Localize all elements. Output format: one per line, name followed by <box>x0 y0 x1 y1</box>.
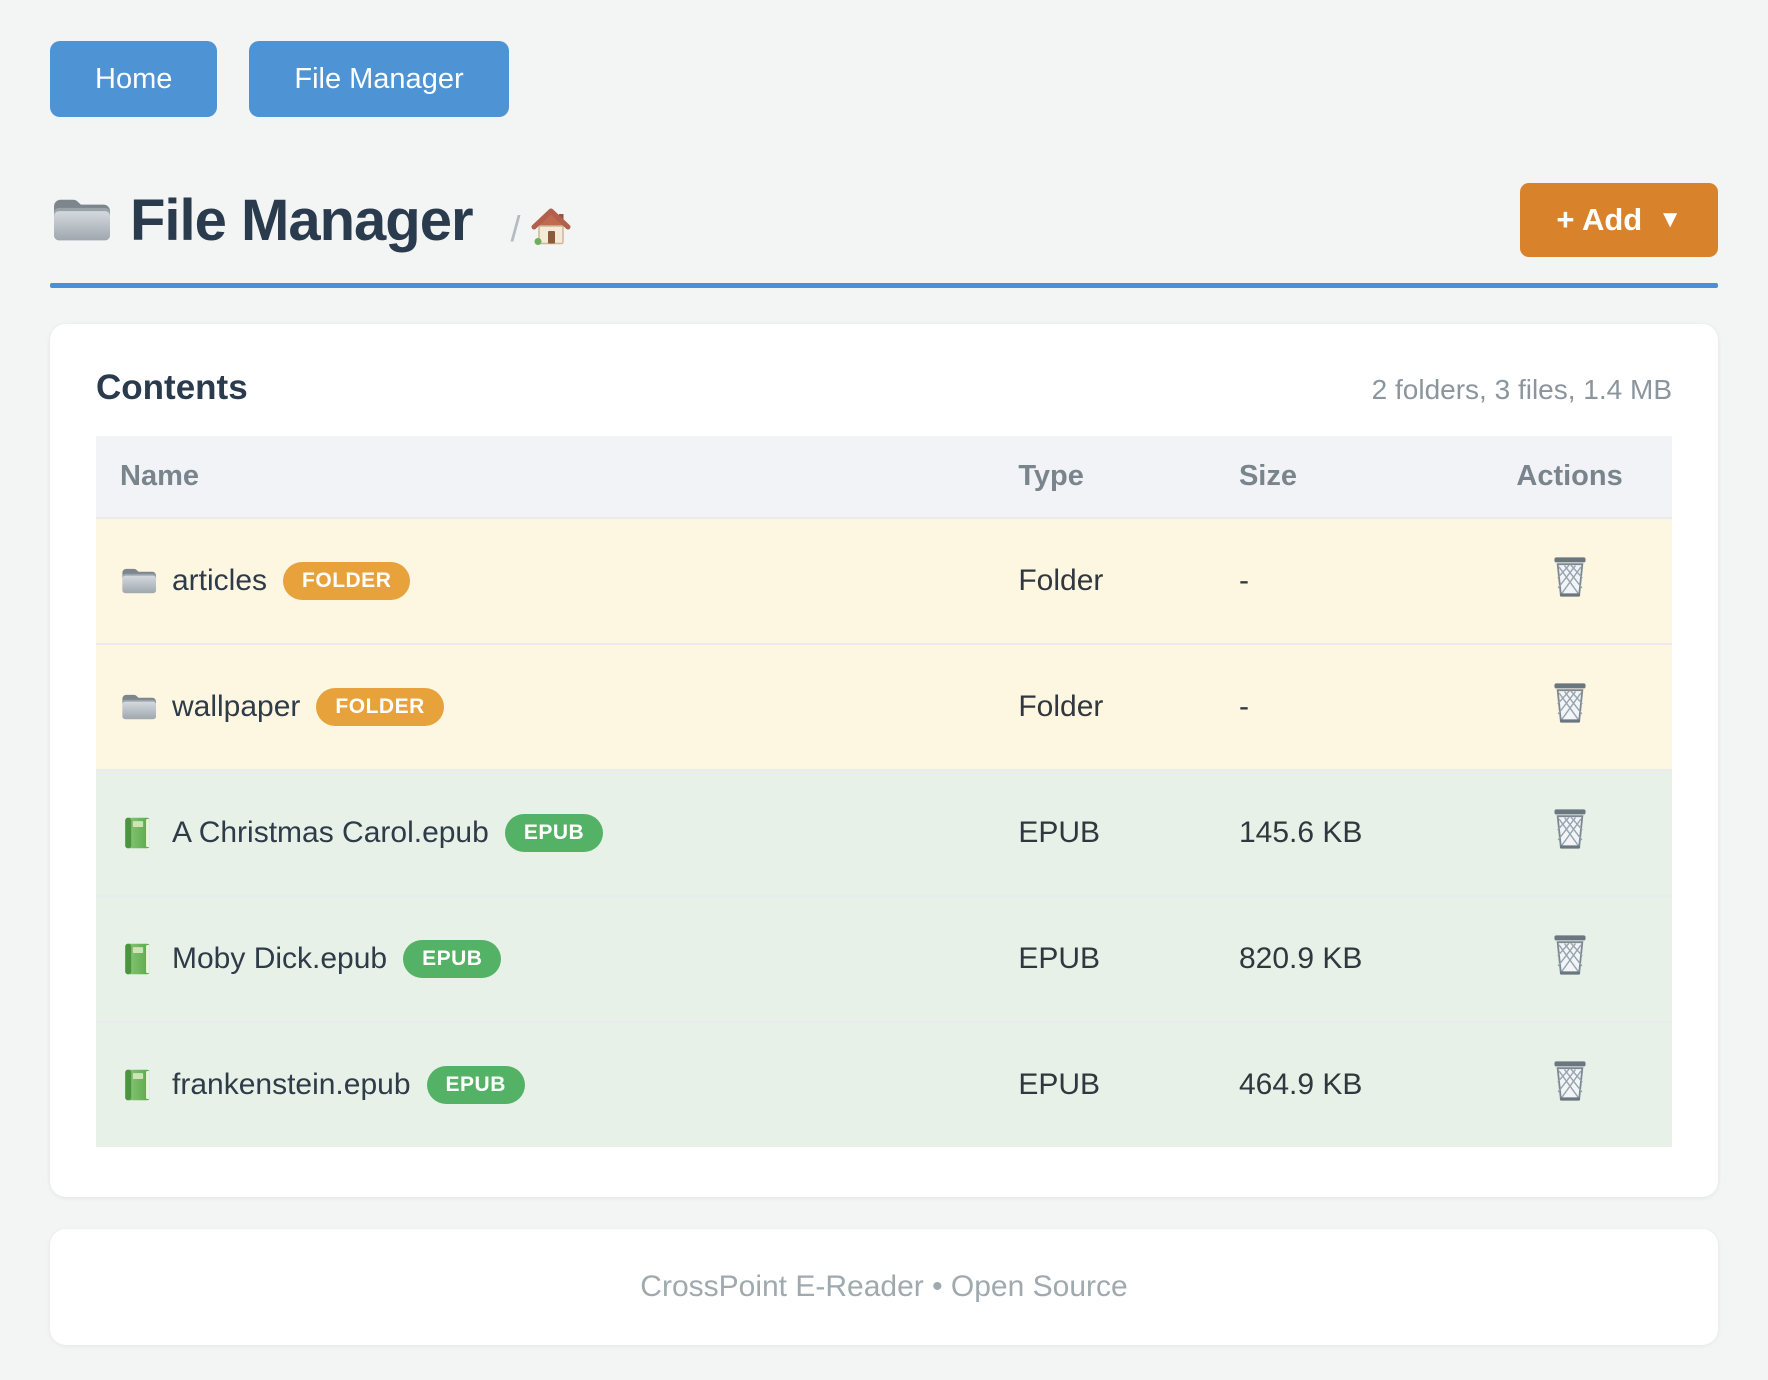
table-row: A Christmas Carol.epub EPUB EPUB 145.6 K… <box>96 769 1672 896</box>
item-size: 145.6 KB <box>1214 769 1468 896</box>
trash-icon <box>1551 556 1589 598</box>
add-button[interactable]: + Add ▼ <box>1520 183 1718 257</box>
footer-text: CrossPoint E-Reader • Open Source <box>640 1270 1128 1303</box>
item-size: - <box>1214 517 1468 644</box>
trash-icon <box>1551 682 1589 724</box>
table-row: wallpaper FOLDER Folder - <box>96 643 1672 770</box>
item-type: Folder <box>994 517 1215 644</box>
delete-button[interactable] <box>1551 556 1589 598</box>
trash-icon <box>1551 934 1589 976</box>
item-name[interactable]: wallpaper <box>172 690 301 723</box>
page-title: File Manager <box>130 187 474 253</box>
delete-button[interactable] <box>1551 934 1589 976</box>
folder-icon <box>120 564 156 598</box>
book-icon <box>120 816 156 850</box>
trash-icon <box>1551 1060 1589 1102</box>
item-name[interactable]: A Christmas Carol.epub <box>172 816 489 849</box>
delete-button[interactable] <box>1551 808 1589 850</box>
delete-button[interactable] <box>1551 682 1589 724</box>
contents-summary: 2 folders, 3 files, 1.4 MB <box>1371 374 1672 405</box>
item-size: - <box>1214 643 1468 770</box>
folder-icon <box>50 195 110 245</box>
epub-badge: EPUB <box>403 940 502 978</box>
breadcrumb: / <box>511 193 571 247</box>
home-button[interactable]: Home <box>50 41 218 117</box>
column-header-name: Name <box>96 436 995 518</box>
chevron-down-icon: ▼ <box>1658 206 1682 233</box>
folder-badge: FOLDER <box>316 688 444 726</box>
folder-icon <box>120 690 156 724</box>
contents-card-header: Contents 2 folders, 3 files, 1.4 MB <box>96 368 1672 408</box>
book-icon <box>120 942 156 976</box>
item-size: 820.9 KB <box>1214 895 1468 1022</box>
footer-card: CrossPoint E-Reader • Open Source <box>50 1229 1718 1345</box>
column-header-actions: Actions <box>1467 436 1672 518</box>
item-name[interactable]: frankenstein.epub <box>172 1068 411 1101</box>
item-name[interactable]: Moby Dick.epub <box>172 942 388 975</box>
title-group: File Manager / <box>50 187 571 254</box>
item-type: EPUB <box>994 1021 1215 1147</box>
table-row: Moby Dick.epub EPUB EPUB 820.9 KB <box>96 895 1672 1022</box>
file-manager-button[interactable]: File Manager <box>249 41 509 117</box>
page-header: File Manager / + Add ▼ <box>50 183 1718 257</box>
book-icon <box>120 1068 156 1102</box>
item-type: Folder <box>994 643 1215 770</box>
page: Home File Manager File Manager / + Add ▼… <box>50 41 1718 1345</box>
table-row: frankenstein.epub EPUB EPUB 464.9 KB <box>96 1021 1672 1147</box>
item-name[interactable]: articles <box>172 564 268 597</box>
contents-heading: Contents <box>96 368 248 407</box>
add-button-label: + Add <box>1556 202 1643 237</box>
column-header-size: Size <box>1214 436 1468 518</box>
table-header-row: Name Type Size Actions <box>96 436 1672 518</box>
folder-badge: FOLDER <box>283 562 411 600</box>
item-type: EPUB <box>994 895 1215 1022</box>
breadcrumb-separator: / <box>510 208 521 249</box>
header-divider <box>50 283 1718 288</box>
item-size: 464.9 KB <box>1214 1021 1468 1147</box>
item-type: EPUB <box>994 769 1215 896</box>
table-row: articles FOLDER Folder - <box>96 517 1672 644</box>
contents-table-body: articles FOLDER Folder - wallpaper FOLDE… <box>96 517 1672 1147</box>
home-icon[interactable] <box>531 207 571 247</box>
top-nav: Home File Manager <box>50 41 1718 117</box>
contents-card: Contents 2 folders, 3 files, 1.4 MB Name… <box>50 324 1718 1197</box>
trash-icon <box>1551 808 1589 850</box>
contents-table: Name Type Size Actions articles FOLDER F… <box>96 436 1672 1147</box>
epub-badge: EPUB <box>426 1066 525 1104</box>
column-header-type: Type <box>994 436 1215 518</box>
epub-badge: EPUB <box>504 814 604 852</box>
delete-button[interactable] <box>1551 1060 1589 1102</box>
